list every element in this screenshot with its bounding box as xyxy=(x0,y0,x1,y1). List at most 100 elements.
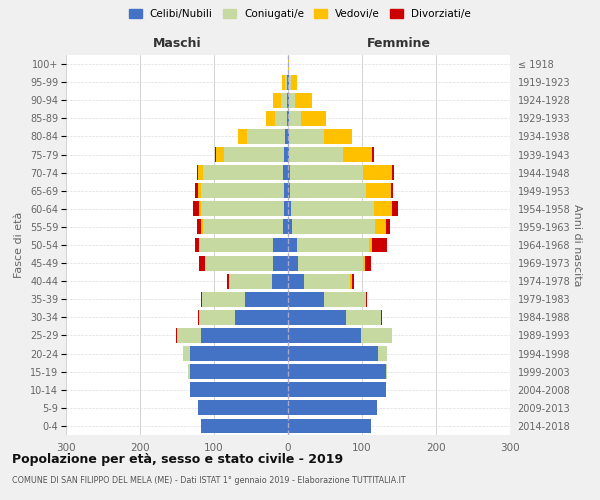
Bar xyxy=(376,220,386,234)
Bar xyxy=(200,292,202,306)
Bar xyxy=(288,328,361,343)
Bar xyxy=(272,274,288,288)
Bar xyxy=(287,93,288,108)
Bar xyxy=(199,238,273,252)
Bar xyxy=(287,111,288,126)
Bar xyxy=(283,220,288,234)
Bar xyxy=(199,310,235,325)
Bar xyxy=(288,256,298,270)
Bar xyxy=(289,93,295,108)
Bar xyxy=(289,74,291,90)
Bar xyxy=(346,310,381,325)
Bar xyxy=(323,292,367,306)
Bar xyxy=(197,165,199,180)
Bar xyxy=(238,129,247,144)
Bar xyxy=(366,184,391,198)
Bar xyxy=(275,111,287,126)
Bar xyxy=(287,74,288,90)
Bar xyxy=(288,56,289,72)
Bar xyxy=(288,111,289,126)
Bar xyxy=(288,202,291,216)
Bar xyxy=(227,274,229,288)
Bar xyxy=(202,184,284,198)
Bar xyxy=(200,202,284,216)
Bar xyxy=(199,165,203,180)
Bar xyxy=(290,184,366,198)
Bar xyxy=(374,202,392,216)
Text: Popolazione per età, sesso e stato civile - 2019: Popolazione per età, sesso e stato civil… xyxy=(12,452,343,466)
Bar xyxy=(378,346,387,361)
Text: Maschi: Maschi xyxy=(152,36,202,50)
Bar xyxy=(373,238,387,252)
Bar xyxy=(386,220,390,234)
Bar xyxy=(365,256,371,270)
Bar xyxy=(364,256,365,270)
Bar xyxy=(370,238,373,252)
Bar xyxy=(266,111,275,126)
Bar xyxy=(282,74,285,90)
Bar xyxy=(273,93,281,108)
Bar xyxy=(373,147,374,162)
Bar xyxy=(202,220,203,234)
Bar xyxy=(195,238,199,252)
Bar xyxy=(291,202,374,216)
Bar xyxy=(288,382,386,397)
Bar xyxy=(199,202,200,216)
Bar xyxy=(284,184,288,198)
Bar xyxy=(190,382,288,397)
Bar xyxy=(224,147,284,162)
Bar xyxy=(304,274,350,288)
Bar xyxy=(285,74,287,90)
Bar xyxy=(289,129,323,144)
Bar xyxy=(198,400,288,415)
Bar xyxy=(198,310,199,325)
Bar xyxy=(295,93,313,108)
Bar xyxy=(195,184,199,198)
Bar xyxy=(284,202,288,216)
Bar xyxy=(188,364,190,379)
Bar xyxy=(190,346,288,361)
Bar xyxy=(197,220,202,234)
Bar xyxy=(288,400,377,415)
Bar xyxy=(177,328,200,343)
Bar xyxy=(273,256,288,270)
Bar xyxy=(288,165,290,180)
Bar xyxy=(183,346,190,361)
Bar xyxy=(392,165,394,180)
Bar xyxy=(203,165,283,180)
Bar xyxy=(199,184,202,198)
Bar xyxy=(176,328,177,343)
Bar xyxy=(200,418,288,434)
Bar xyxy=(350,274,352,288)
Bar xyxy=(289,147,343,162)
Bar xyxy=(391,184,393,198)
Bar xyxy=(290,165,363,180)
Bar xyxy=(235,310,288,325)
Bar xyxy=(292,220,376,234)
Bar xyxy=(203,220,283,234)
Bar xyxy=(363,165,392,180)
Bar xyxy=(245,292,288,306)
Bar xyxy=(229,274,272,288)
Bar xyxy=(288,418,371,434)
Bar xyxy=(285,129,288,144)
Bar xyxy=(273,238,288,252)
Bar xyxy=(291,74,297,90)
Text: Femmine: Femmine xyxy=(367,36,431,50)
Bar xyxy=(298,256,364,270)
Bar xyxy=(289,111,301,126)
Bar xyxy=(193,202,199,216)
Bar xyxy=(288,74,289,90)
Bar xyxy=(288,310,346,325)
Bar xyxy=(200,328,288,343)
Bar xyxy=(361,328,392,343)
Bar xyxy=(288,346,378,361)
Bar xyxy=(284,147,288,162)
Bar xyxy=(288,292,323,306)
Y-axis label: Anni di nascita: Anni di nascita xyxy=(571,204,581,286)
Bar xyxy=(297,238,370,252)
Bar xyxy=(323,129,352,144)
Bar xyxy=(288,238,297,252)
Bar xyxy=(288,364,386,379)
Bar xyxy=(352,274,354,288)
